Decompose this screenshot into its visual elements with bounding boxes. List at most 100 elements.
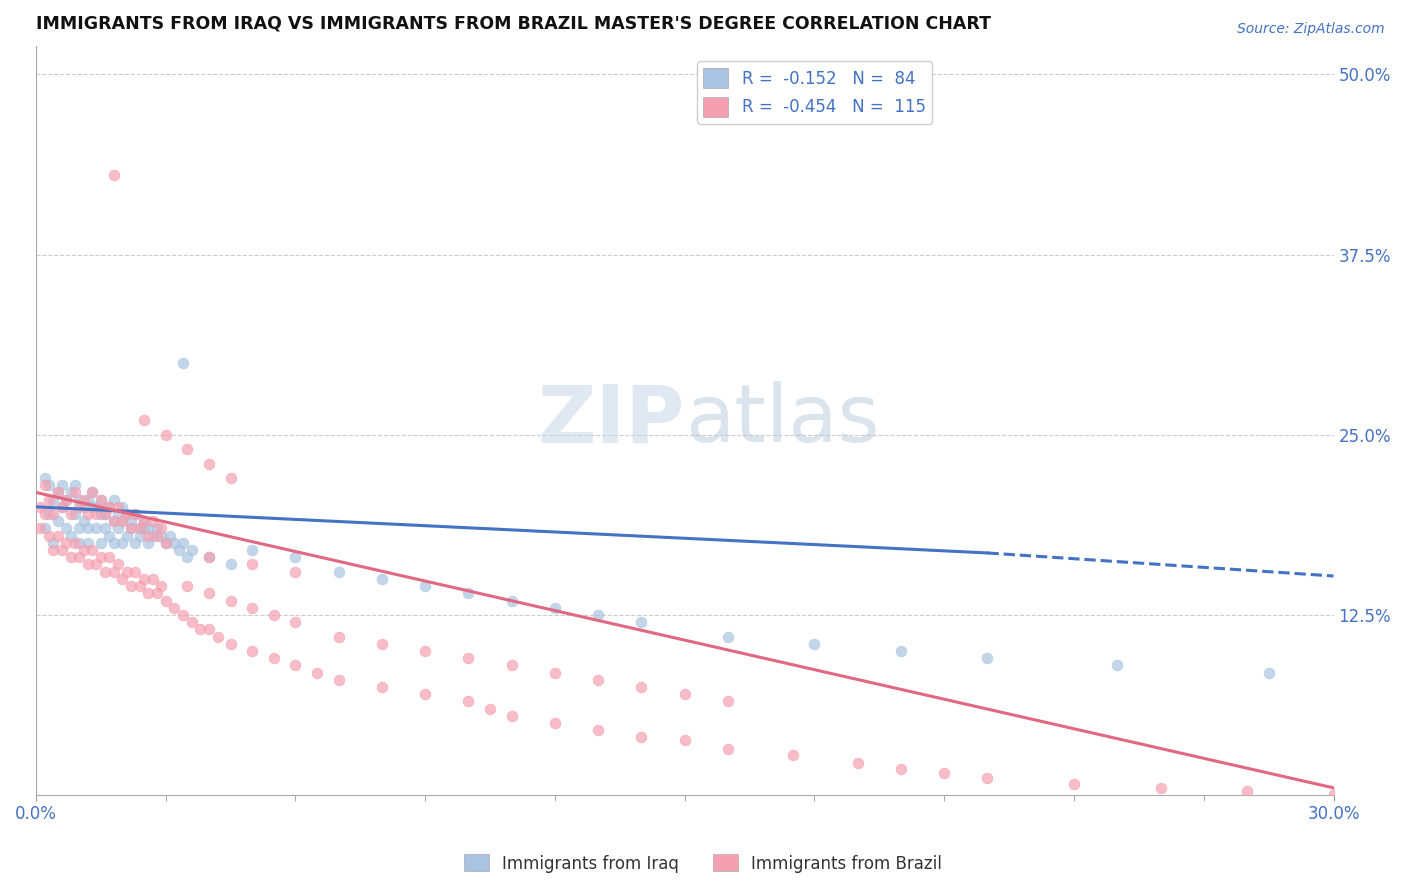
- Point: [890, 762, 912, 776]
- Point: [128, 579, 150, 593]
- Point: [132, 514, 155, 528]
- Point: [103, 536, 125, 550]
- Point: [630, 731, 652, 745]
- Point: [72, 514, 94, 528]
- Point: [284, 565, 307, 579]
- Point: [1257, 665, 1279, 680]
- Point: [180, 615, 202, 629]
- Point: [172, 356, 194, 370]
- Point: [1063, 776, 1085, 790]
- Point: [371, 572, 394, 586]
- Point: [673, 733, 696, 747]
- Point: [1149, 780, 1171, 795]
- Point: [34, 507, 56, 521]
- Point: [67, 500, 90, 514]
- Point: [163, 600, 186, 615]
- Point: [38, 529, 60, 543]
- Text: Source: ZipAtlas.com: Source: ZipAtlas.com: [1237, 22, 1385, 37]
- Point: [976, 651, 998, 665]
- Point: [284, 550, 307, 565]
- Point: [128, 529, 150, 543]
- Point: [219, 558, 242, 572]
- Legend: R =  -0.152   N =  84, R =  -0.454   N =  115: R = -0.152 N = 84, R = -0.454 N = 115: [696, 62, 932, 124]
- Point: [479, 701, 502, 715]
- Point: [198, 623, 221, 637]
- Point: [72, 543, 94, 558]
- Point: [328, 673, 350, 687]
- Point: [51, 500, 73, 514]
- Point: [132, 514, 155, 528]
- Point: [82, 500, 104, 514]
- Point: [120, 579, 142, 593]
- Point: [46, 485, 69, 500]
- Point: [111, 514, 134, 528]
- Point: [146, 529, 169, 543]
- Point: [46, 529, 69, 543]
- Point: [103, 514, 125, 528]
- Point: [673, 687, 696, 701]
- Point: [172, 536, 194, 550]
- Point: [34, 521, 56, 535]
- Point: [142, 572, 165, 586]
- Point: [42, 536, 65, 550]
- Point: [120, 521, 142, 535]
- Point: [98, 550, 121, 565]
- Point: [198, 586, 221, 600]
- Point: [782, 747, 804, 762]
- Point: [207, 630, 229, 644]
- Point: [90, 492, 112, 507]
- Point: [132, 413, 155, 427]
- Point: [413, 687, 436, 701]
- Point: [219, 471, 242, 485]
- Point: [67, 492, 90, 507]
- Point: [284, 658, 307, 673]
- Point: [124, 565, 146, 579]
- Point: [128, 521, 150, 535]
- Point: [86, 500, 108, 514]
- Point: [38, 478, 60, 492]
- Point: [138, 529, 160, 543]
- Point: [42, 543, 65, 558]
- Point: [38, 507, 60, 521]
- Point: [107, 521, 129, 535]
- Point: [586, 607, 609, 622]
- Point: [142, 529, 165, 543]
- Point: [544, 600, 567, 615]
- Point: [155, 536, 177, 550]
- Point: [55, 492, 77, 507]
- Point: [501, 658, 523, 673]
- Point: [138, 521, 160, 535]
- Point: [82, 485, 104, 500]
- Point: [59, 485, 82, 500]
- Point: [55, 521, 77, 535]
- Point: [98, 500, 121, 514]
- Point: [159, 529, 181, 543]
- Point: [115, 565, 138, 579]
- Point: [51, 500, 73, 514]
- Point: [586, 673, 609, 687]
- Point: [90, 536, 112, 550]
- Point: [138, 536, 160, 550]
- Point: [98, 529, 121, 543]
- Point: [890, 644, 912, 658]
- Point: [142, 514, 165, 528]
- Point: [371, 680, 394, 694]
- Point: [128, 521, 150, 535]
- Point: [263, 607, 285, 622]
- Point: [55, 492, 77, 507]
- Point: [59, 507, 82, 521]
- Point: [82, 485, 104, 500]
- Point: [413, 579, 436, 593]
- Legend: Immigrants from Iraq, Immigrants from Brazil: Immigrants from Iraq, Immigrants from Br…: [457, 847, 949, 880]
- Point: [1236, 783, 1258, 797]
- Point: [150, 521, 173, 535]
- Point: [30, 521, 52, 535]
- Point: [457, 694, 479, 708]
- Point: [72, 500, 94, 514]
- Point: [132, 521, 155, 535]
- Point: [846, 756, 869, 771]
- Point: [457, 651, 479, 665]
- Point: [630, 680, 652, 694]
- Point: [198, 550, 221, 565]
- Point: [67, 536, 90, 550]
